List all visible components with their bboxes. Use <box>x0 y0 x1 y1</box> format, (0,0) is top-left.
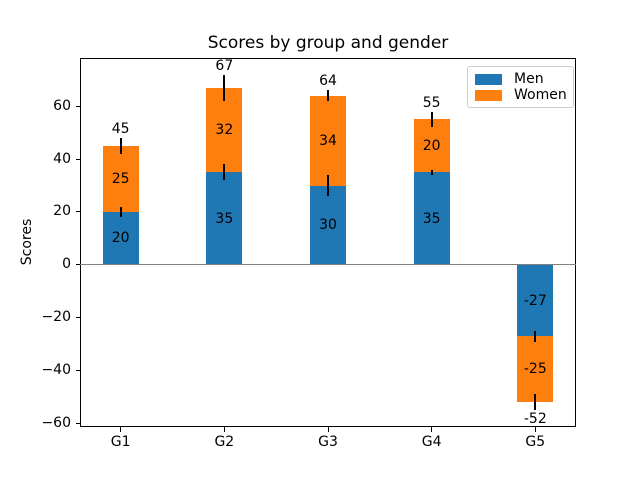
y-tick-mark <box>75 422 80 424</box>
bar-segment-label: 30 <box>319 217 337 234</box>
legend-entry-women: Women <box>475 87 567 103</box>
x-tick-label-g5: G5 <box>525 434 546 451</box>
error-bar <box>534 330 537 342</box>
y-tick-mark <box>75 158 80 160</box>
bar-segment-label: -25 <box>523 361 547 378</box>
bar-segment-g3-men <box>309 185 347 265</box>
legend-entry-men: Men <box>475 72 566 87</box>
bar-segment-g4-men <box>413 172 450 265</box>
x-tick-mark <box>327 427 329 432</box>
bar-segment-g2-women <box>206 87 243 173</box>
bar-segment-label: 32 <box>215 122 234 139</box>
x-tick-label-g2: G2 <box>214 434 235 451</box>
bar-segment-label: -27 <box>523 292 547 309</box>
bar-segment-label: 20 <box>111 230 130 247</box>
bar-segment-label: 20 <box>422 137 441 154</box>
x-tick-mark <box>120 427 122 432</box>
error-bar <box>327 90 329 101</box>
chart-title: Scores by group and gender <box>207 33 449 53</box>
y-tick-label: 60 <box>53 97 71 114</box>
y-tick-label: −60 <box>41 414 71 431</box>
error-bar <box>534 394 537 411</box>
bar-total-label: 67 <box>215 57 234 74</box>
women-legend-swatch-icon <box>475 90 502 101</box>
error-bar <box>430 111 433 128</box>
legend-label-women: Women <box>514 87 567 103</box>
y-tick-label: 0 <box>62 256 71 273</box>
bar-segment-g2-men <box>206 172 243 265</box>
x-tick-label-g3: G3 <box>318 434 338 451</box>
bar-segment-g1-men <box>102 211 139 265</box>
x-tick-mark <box>431 427 433 432</box>
bar-total-label: 64 <box>319 73 337 90</box>
y-tick-mark <box>75 370 80 372</box>
error-bar <box>119 137 122 154</box>
bar-total-label: 45 <box>111 120 130 137</box>
error-bar <box>119 206 122 218</box>
x-tick-label-g4: G4 <box>421 434 442 451</box>
y-tick-mark <box>75 317 80 319</box>
bar-total-label: -52 <box>523 411 547 428</box>
error-bar <box>223 164 226 181</box>
x-tick-mark <box>223 427 225 432</box>
y-tick-mark <box>75 211 80 213</box>
men-legend-swatch-icon <box>475 74 502 85</box>
bar-segment-g3-women <box>309 95 347 186</box>
bar-segment-label: 35 <box>215 210 234 227</box>
bar-total-label: 55 <box>422 94 441 111</box>
bar-segment-label: 34 <box>319 132 337 149</box>
bar-segment-g4-women <box>413 119 450 173</box>
error-bar <box>327 174 329 197</box>
legend: Men Women <box>467 66 574 108</box>
x-tick-mark <box>534 427 536 432</box>
y-tick-mark <box>75 264 80 266</box>
bar-segment-g5-men <box>517 264 554 337</box>
y-tick-label: 40 <box>53 150 71 167</box>
y-tick-label: 20 <box>53 203 71 220</box>
error-bar <box>430 169 433 175</box>
y-tick-label: −20 <box>41 309 71 326</box>
x-tick-label-g1: G1 <box>110 434 131 451</box>
bar-segment-g5-women <box>517 336 554 403</box>
legend-label-men: Men <box>514 71 544 87</box>
y-tick-mark <box>75 105 80 107</box>
bar-segment-label: 35 <box>422 210 441 227</box>
bar-segment-label: 25 <box>111 170 130 187</box>
y-tick-label: −40 <box>41 362 71 379</box>
error-bar <box>223 74 226 101</box>
zero-line <box>80 264 576 266</box>
bar-segment-g1-women <box>102 145 139 212</box>
